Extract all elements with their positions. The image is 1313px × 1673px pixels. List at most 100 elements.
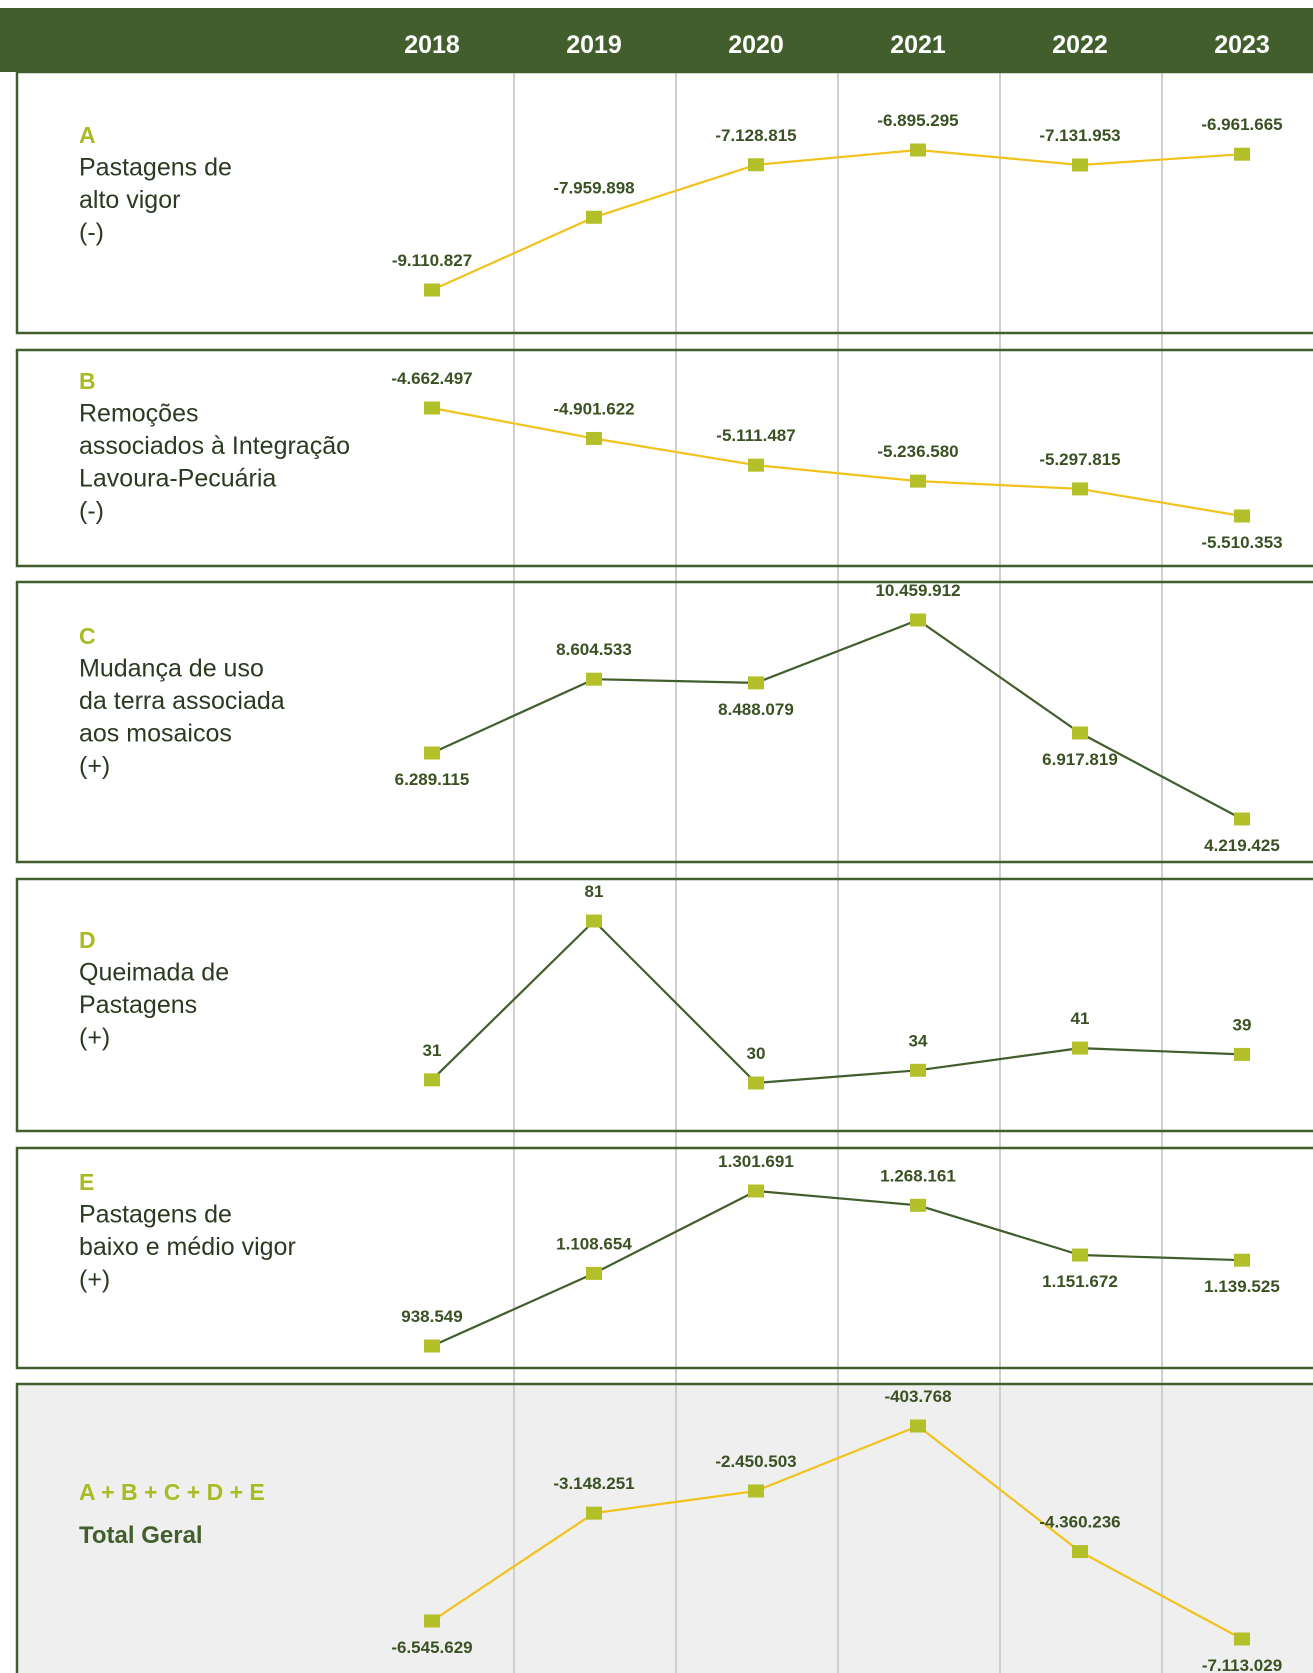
data-point-2018	[424, 283, 440, 297]
panel-title-line: Pastagens de	[79, 154, 232, 182]
panel-border	[15, 70, 1313, 335]
panel-title-line: Lavoura-Pecuária	[79, 465, 276, 493]
panel-letter: A + B + C + D + E	[79, 1479, 265, 1505]
panel-border	[15, 580, 1313, 864]
data-label-2021: -403.768	[884, 1387, 951, 1406]
data-point-2020	[748, 158, 764, 172]
data-label-2021: 10.459.912	[875, 581, 960, 600]
data-point-2023	[1234, 147, 1250, 161]
data-point-2020	[748, 458, 764, 472]
panel-title-line: Pastagens	[79, 991, 197, 1019]
data-point-2021	[910, 1419, 926, 1433]
panel-title-line: (-)	[79, 497, 104, 525]
panel-title-line: aos mosaicos	[79, 720, 232, 748]
year-header-2021: 2021	[890, 31, 946, 59]
data-label-2019: 1.108.654	[556, 1234, 632, 1253]
data-label-2018: 31	[423, 1041, 442, 1060]
data-point-2018	[424, 401, 440, 415]
data-point-2020	[748, 1184, 764, 1198]
data-point-2022	[1072, 1545, 1088, 1559]
data-label-2023: 1.139.525	[1204, 1277, 1280, 1296]
data-point-2021	[910, 1063, 926, 1077]
panel-title-line: Queimada de	[79, 959, 229, 987]
panel-title-line: alto vigor	[79, 186, 180, 214]
panel-abcde: A + B + C + D + E Total Geral -6.545.629 -3…	[15, 1382, 1313, 1673]
series-line	[431, 1424, 1243, 1640]
panel-letter: E	[79, 1169, 94, 1195]
data-point-2020	[748, 1484, 764, 1498]
data-point-2019	[586, 210, 602, 224]
data-point-2023	[1234, 1047, 1250, 1061]
data-label-2019: 8.604.533	[556, 640, 632, 659]
year-header-2023: 2023	[1214, 31, 1270, 59]
data-label-2023: 4.219.425	[1204, 836, 1280, 855]
data-point-2019	[586, 672, 602, 686]
panel-title-line: Pastagens de	[79, 1201, 232, 1229]
panel-title-line: da terra associada	[79, 687, 285, 715]
data-label-2021: 34	[909, 1031, 928, 1050]
panel-title-line: baixo e médio vigor	[79, 1233, 296, 1261]
data-label-2018: 6.289.115	[395, 770, 470, 789]
data-point-2018	[424, 1339, 440, 1353]
data-label-2019: -7.959.898	[553, 178, 634, 197]
data-point-2021	[910, 143, 926, 157]
panel-border	[15, 877, 1313, 1133]
data-label-2022: 41	[1071, 1009, 1090, 1028]
data-label-2021: -5.236.580	[877, 442, 958, 461]
panel-a: A Pastagens de alto vigor (-) -9.110.827 -7.9…	[15, 70, 1313, 335]
data-label-2020: 1.301.691	[718, 1152, 794, 1171]
panel-border	[15, 1146, 1313, 1370]
year-header-2022: 2022	[1052, 31, 1108, 59]
panel-border	[15, 1382, 1313, 1673]
panel-title-line: (+)	[79, 1024, 110, 1052]
data-label-2023: -7.113.029	[1202, 1656, 1282, 1673]
data-point-2022	[1072, 482, 1088, 496]
data-point-2023	[1234, 1632, 1250, 1646]
data-label-2023: -5.510.353	[1201, 533, 1282, 552]
data-point-2019	[586, 1266, 602, 1280]
data-point-2019	[586, 431, 602, 445]
data-point-2023	[1234, 1253, 1250, 1267]
panel-title-line: (+)	[79, 752, 110, 780]
data-label-2018: -4.662.497	[391, 369, 472, 388]
data-point-2018	[424, 1614, 440, 1628]
year-header-2019: 2019	[566, 31, 622, 59]
data-label-2018: -9.110.827	[392, 251, 472, 270]
data-point-2023	[1234, 812, 1250, 826]
data-label-2023: 39	[1233, 1015, 1252, 1034]
data-label-2019: -4.901.622	[553, 399, 634, 418]
panel-title-line: (-)	[79, 219, 104, 247]
data-label-2020: 30	[747, 1044, 766, 1063]
year-header-2020: 2020	[728, 31, 784, 59]
data-point-2021	[910, 474, 926, 488]
panel-letter: A	[79, 122, 96, 148]
year-header: 2018 2019 2020 2021 2022 2023	[0, 8, 1313, 72]
series-line	[431, 1189, 1243, 1348]
panel-c: C Mudança de uso da terra associada aos mos…	[15, 580, 1313, 864]
series-line	[431, 148, 1243, 292]
panel-title-line: Remoções	[79, 400, 199, 428]
data-point-2019	[586, 1506, 602, 1520]
data-label-2020: -5.111.487	[716, 426, 795, 445]
data-label-2020: -7.128.815	[715, 126, 796, 145]
data-point-2020	[748, 1076, 764, 1090]
panel-border	[15, 348, 1313, 568]
data-label-2018: -6.545.629	[391, 1638, 472, 1657]
panel-e: E Pastagens de baixo e médio vigor (+) 938.5…	[15, 1146, 1313, 1370]
panel-title-line: associados à Integração	[79, 432, 350, 460]
data-label-2020: 8.488.079	[718, 700, 794, 719]
panel-letter: C	[79, 623, 96, 649]
data-point-2018	[424, 1073, 440, 1087]
year-header-2018: 2018	[404, 31, 460, 59]
data-label-2023: -6.961.665	[1201, 115, 1282, 134]
series-line	[431, 406, 1243, 518]
data-point-2022	[1072, 726, 1088, 740]
series-line	[431, 618, 1243, 820]
data-label-2022: 1.151.672	[1042, 1272, 1118, 1291]
data-label-2019: -3.148.251	[553, 1474, 634, 1493]
panel-letter: B	[79, 368, 96, 394]
panel-d: D Queimada de Pastagens (+) 31 81 30 34 41 39	[15, 877, 1313, 1133]
panel-title-line: Mudança de uso	[79, 655, 264, 683]
data-point-2021	[910, 1198, 926, 1212]
panels: A Pastagens de alto vigor (-) -9.110.827 -7.9…	[15, 70, 1313, 1673]
